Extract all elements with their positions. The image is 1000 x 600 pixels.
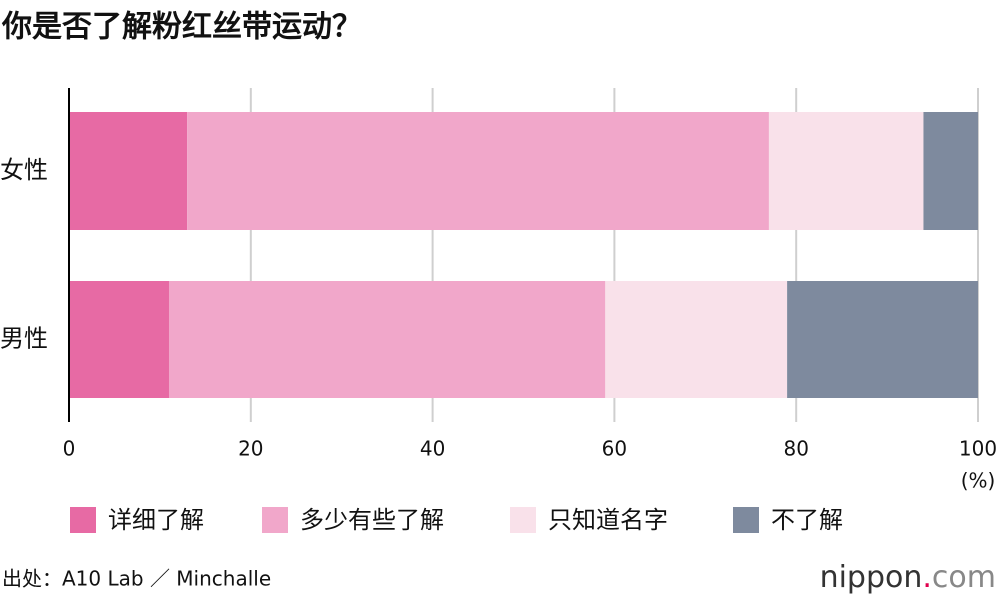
logo: nippon.com: [820, 560, 996, 595]
legend-label: 多少有些了解: [300, 506, 444, 534]
legend-swatch: [733, 507, 759, 533]
bar-segment: [768, 112, 924, 230]
legend-label: 详细了解: [108, 506, 204, 534]
x-tick-label: 40: [420, 437, 445, 461]
x-tick-label: 20: [238, 437, 263, 461]
bar-segment: [605, 281, 788, 398]
bar-segment: [787, 281, 978, 398]
x-tick-label: 80: [783, 437, 808, 461]
source: 出处：A10 Lab ／ Minchalle: [2, 567, 271, 591]
logo-dot: .: [922, 560, 932, 595]
bar-segment: [69, 281, 169, 398]
bar-segment: [168, 281, 606, 398]
logo-domain: com: [932, 560, 996, 595]
bar-segment: [187, 112, 769, 230]
x-tick-label: 100: [959, 437, 997, 461]
x-tick-label: 0: [63, 437, 76, 461]
y-tick-label: 女性: [0, 156, 48, 184]
x-axis-unit: (%): [961, 469, 996, 493]
legend-label: 只知道名字: [548, 506, 668, 534]
legend-label: 不了解: [771, 506, 843, 534]
legend-swatch: [262, 507, 288, 533]
legend-swatch: [510, 507, 536, 533]
bar-segment: [923, 112, 978, 230]
y-tick-label: 男性: [0, 325, 48, 353]
legend-swatch: [70, 507, 96, 533]
chart-title: 你是否了解粉红丝带运动？: [1, 10, 362, 45]
bar-segment: [69, 112, 188, 230]
x-tick-label: 60: [602, 437, 627, 461]
logo-name: nippon: [820, 560, 923, 595]
